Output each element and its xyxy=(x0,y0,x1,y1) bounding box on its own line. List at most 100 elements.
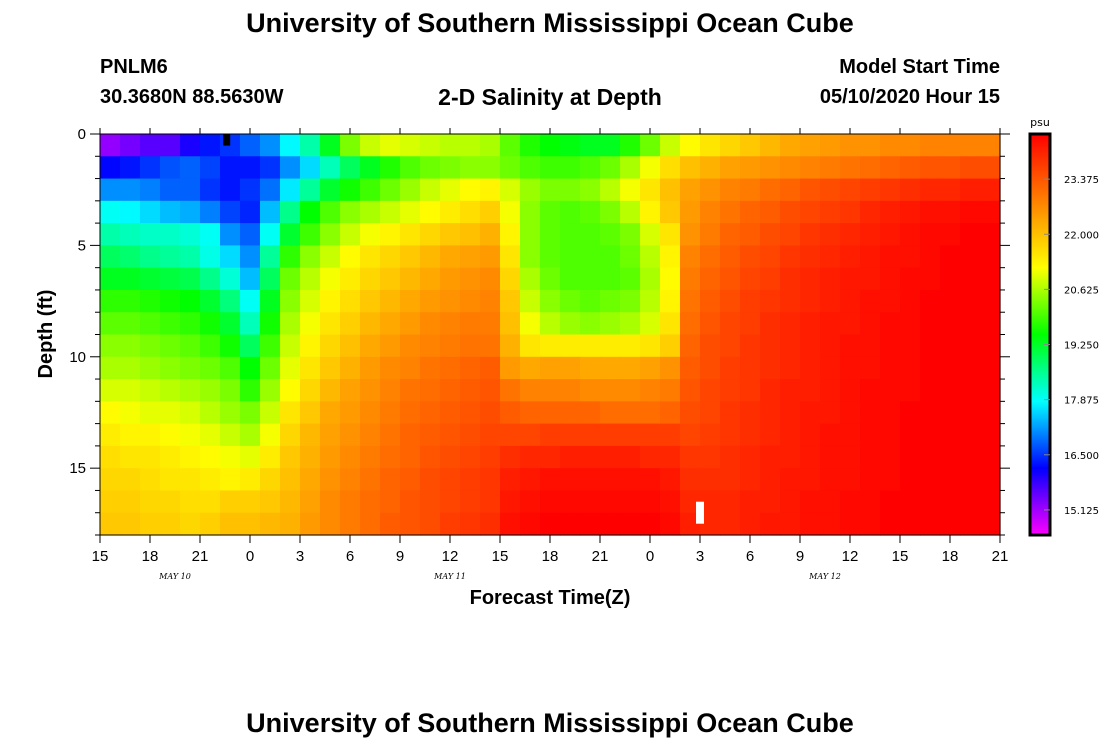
heatmap-cell xyxy=(760,134,781,157)
heatmap-cell xyxy=(820,178,841,202)
heatmap-cell xyxy=(980,289,1001,313)
heatmap-cell xyxy=(860,356,881,380)
heatmap-cell xyxy=(700,289,721,313)
heatmap-cell xyxy=(720,468,741,492)
heatmap-cell xyxy=(220,356,241,380)
colorbar-tick-label: 15.125 xyxy=(1064,506,1099,517)
heatmap-cell xyxy=(680,267,701,291)
heatmap-cell xyxy=(360,267,381,291)
heatmap-cell xyxy=(780,401,801,425)
heatmap-cell xyxy=(860,178,881,202)
heatmap-cell xyxy=(720,178,741,202)
heatmap-cell xyxy=(660,134,681,157)
heatmap-cell xyxy=(640,134,661,157)
heatmap-cell xyxy=(400,223,421,246)
heatmap-cell xyxy=(320,245,341,269)
heatmap-cell xyxy=(680,468,701,492)
heatmap-cell xyxy=(940,512,961,536)
heatmap-cell xyxy=(740,267,761,291)
heatmap-cell xyxy=(920,356,941,380)
heatmap-cell xyxy=(180,200,201,224)
heatmap-cell xyxy=(780,490,801,514)
heatmap-cell xyxy=(720,267,741,291)
heatmap-cell xyxy=(600,178,621,202)
heatmap-cell xyxy=(660,312,681,336)
heatmap-cell xyxy=(560,200,581,224)
heatmap-cell xyxy=(680,245,701,269)
heatmap-cell xyxy=(160,445,181,469)
heatmap-cell xyxy=(600,134,621,157)
heatmap-cell xyxy=(680,423,701,447)
heatmap-cell xyxy=(320,178,341,202)
heatmap-cell xyxy=(600,312,621,336)
heatmap-cell xyxy=(100,334,121,358)
heatmap-cell xyxy=(800,356,821,380)
heatmap-cell xyxy=(860,423,881,447)
heatmap-cell xyxy=(760,156,781,180)
heatmap-cell xyxy=(840,468,861,492)
heatmap-cell xyxy=(460,245,481,269)
heatmap-cell xyxy=(180,401,201,425)
heatmap-cell xyxy=(800,178,821,202)
heatmap-cell xyxy=(180,156,201,180)
x-tick-label: 9 xyxy=(396,548,404,565)
heatmap-cell xyxy=(180,134,201,157)
heatmap-cell xyxy=(360,512,381,536)
heatmap-cell xyxy=(120,334,141,358)
heatmap-cell xyxy=(880,178,901,202)
heatmap-cell xyxy=(320,334,341,358)
heatmap-cell xyxy=(160,267,181,291)
heatmap-cell xyxy=(580,490,601,514)
heatmap-cell xyxy=(460,289,481,313)
heatmap-cell xyxy=(180,267,201,291)
heatmap-cell xyxy=(500,178,521,202)
heatmap-cell xyxy=(580,512,601,536)
heatmap-cell xyxy=(880,379,901,402)
heatmap-cell xyxy=(200,267,221,291)
heatmap-cell xyxy=(860,223,881,246)
heatmap-cell xyxy=(980,178,1001,202)
heatmap-cell xyxy=(880,134,901,157)
heatmap-cell xyxy=(480,245,501,269)
heatmap-cell xyxy=(920,445,941,469)
heatmap-cell xyxy=(520,312,541,336)
heatmap-cell xyxy=(340,245,361,269)
heatmap-cell xyxy=(540,356,561,380)
heatmap-cell xyxy=(260,178,281,202)
heatmap-cell xyxy=(840,156,861,180)
heatmap-cell xyxy=(120,245,141,269)
heatmap-cell xyxy=(200,312,221,336)
heatmap-cell xyxy=(880,200,901,224)
heatmap-cell xyxy=(880,445,901,469)
heatmap-cell xyxy=(740,334,761,358)
heatmap-cell xyxy=(280,445,301,469)
heatmap-cell xyxy=(540,267,561,291)
heatmap-cell xyxy=(280,334,301,358)
heatmap-cell xyxy=(220,200,241,224)
heatmap-cell xyxy=(520,512,541,536)
heatmap-cell xyxy=(760,178,781,202)
heatmap-cell xyxy=(540,312,561,336)
heatmap-cell xyxy=(140,445,161,469)
heatmap-cell xyxy=(900,445,921,469)
heatmap-cell xyxy=(340,401,361,425)
heatmap-cell xyxy=(820,379,841,402)
heatmap-cell xyxy=(980,379,1001,402)
heatmap-cell xyxy=(680,334,701,358)
heatmap-cell xyxy=(600,356,621,380)
heatmap-cell xyxy=(260,245,281,269)
heatmap-cell xyxy=(820,312,841,336)
heatmap-cell xyxy=(920,289,941,313)
heatmap-cell xyxy=(140,156,161,180)
heatmap-cell xyxy=(780,512,801,536)
heatmap-cell xyxy=(620,156,641,180)
heatmap-cell xyxy=(600,267,621,291)
heatmap-cell xyxy=(880,512,901,536)
heatmap-cell xyxy=(440,178,461,202)
heatmap-cell xyxy=(740,312,761,336)
heatmap-cell xyxy=(820,134,841,157)
heatmap-cell xyxy=(380,289,401,313)
heatmap-cell xyxy=(540,512,561,536)
heatmap-cell xyxy=(240,312,261,336)
heatmap-cell xyxy=(480,490,501,514)
